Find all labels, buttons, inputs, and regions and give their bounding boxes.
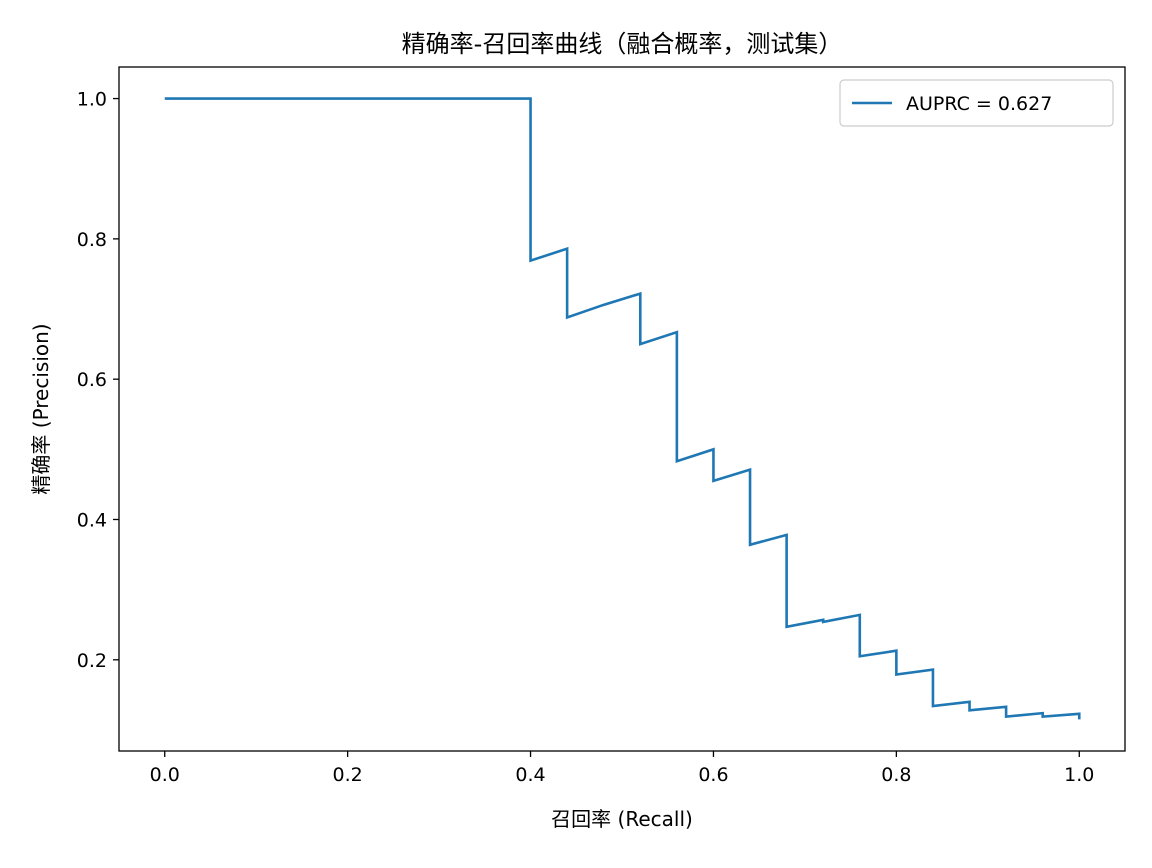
x-tick-label-1: 0.2 <box>333 764 363 786</box>
axes-frame <box>118 66 1126 752</box>
x-tick-label-2: 0.4 <box>515 764 545 786</box>
y-tick-label-0: 0.2 <box>77 650 107 672</box>
y-tick-label-2: 0.6 <box>77 369 107 391</box>
legend-label-0: AUPRC = 0.627 <box>906 93 1052 115</box>
legend-box <box>839 79 1114 127</box>
plot-area: 0.0 0.2 0.4 0.6 0.8 1.0 0.2 0.4 0.6 0.8 1.0 AUPRC =… <box>77 66 1126 786</box>
x-tick-label-4: 0.8 <box>881 764 911 786</box>
x-tick-label-0: 0.0 <box>150 764 180 786</box>
y-tick-label-1: 0.4 <box>77 509 107 531</box>
y-axis-label: 精确率 (Precision) <box>29 323 53 494</box>
chart-title: 精确率-召回率曲线（融合概率，测试集） <box>402 30 843 58</box>
y-tick-label-4: 1.0 <box>77 89 107 111</box>
y-tick-label-3: 0.8 <box>77 229 107 251</box>
series-line-0 <box>164 97 1081 720</box>
x-axis-label: 召回率 (Recall) <box>551 807 693 831</box>
x-tick-label-5: 1.0 <box>1064 764 1094 786</box>
x-tick-label-3: 0.6 <box>698 764 728 786</box>
